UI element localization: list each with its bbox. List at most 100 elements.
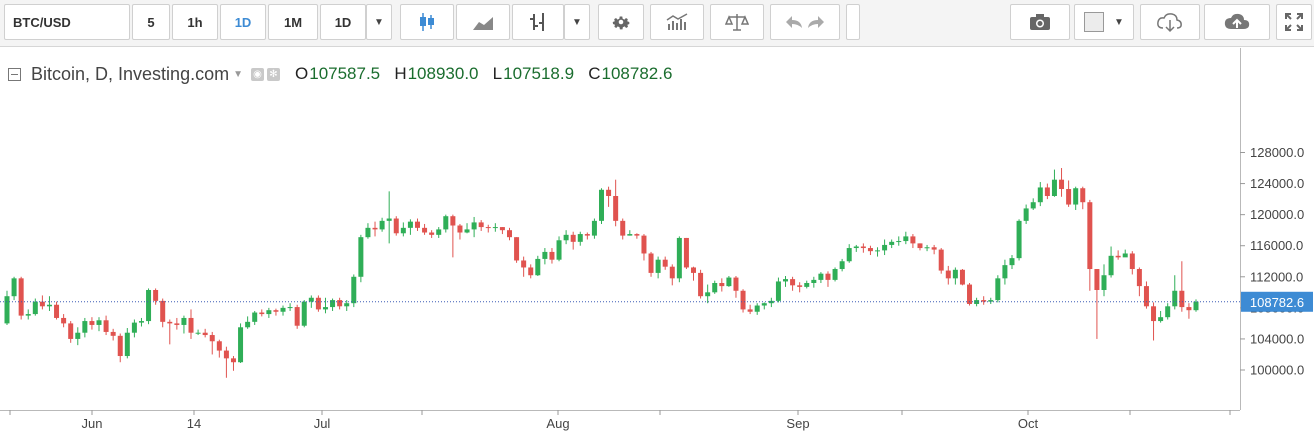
settings-button[interactable] — [598, 4, 644, 40]
symbol-selector[interactable]: BTC/USD — [4, 4, 130, 40]
indicators-button[interactable] — [650, 4, 704, 40]
redo-icon[interactable] — [805, 13, 827, 31]
candle-body — [414, 221, 420, 228]
candle-body — [882, 244, 888, 251]
candle-body — [995, 278, 1001, 301]
candle-body — [839, 261, 845, 270]
candle-body — [61, 317, 67, 324]
fullscreen-button[interactable] — [1276, 4, 1312, 40]
candle-body — [783, 279, 789, 282]
candle-body — [506, 230, 512, 238]
interval-1m[interactable]: 1M — [268, 4, 318, 40]
compare-button[interactable] — [710, 4, 764, 40]
settings-small-icon[interactable]: ✻ — [267, 67, 280, 81]
candle-body — [775, 281, 781, 301]
candle-body — [825, 273, 831, 280]
color-swatch-icon — [1084, 12, 1105, 32]
candle-body — [89, 321, 95, 325]
candle-body — [422, 227, 428, 233]
candlestick-icon — [420, 13, 434, 31]
candle-body — [259, 312, 265, 315]
candle-body — [698, 272, 704, 297]
candle-body — [860, 246, 866, 249]
candle-body — [393, 218, 399, 234]
candle-body — [230, 358, 236, 363]
candle-body — [1051, 179, 1057, 196]
candles-button[interactable] — [400, 4, 454, 40]
bars-button[interactable] — [512, 4, 564, 40]
high-label: H — [394, 64, 407, 83]
collapse-legend-icon[interactable] — [8, 67, 21, 81]
candle-body — [988, 300, 994, 302]
candle-body — [931, 247, 937, 250]
candle-body — [287, 307, 293, 309]
candle-body — [358, 237, 364, 277]
candle-body — [400, 227, 406, 234]
candle-body — [308, 297, 314, 302]
candle-body — [18, 278, 24, 316]
candle-body — [981, 300, 987, 302]
chart-type-dropdown[interactable]: ▼ — [564, 4, 590, 40]
interval-custom[interactable]: 1D — [320, 4, 366, 40]
candle-body — [322, 307, 328, 310]
chevron-down-icon: ▼ — [1114, 16, 1124, 28]
candle-body — [924, 247, 930, 249]
candle-body — [634, 234, 640, 236]
chevron-down-icon: ▼ — [572, 16, 582, 28]
candle-body — [238, 327, 244, 363]
candle-body — [818, 273, 824, 280]
area-chart-button[interactable] — [456, 4, 510, 40]
close-value: 108782.6 — [601, 64, 673, 83]
interval-5[interactable]: 5 — [132, 4, 170, 40]
candle-body — [379, 220, 385, 230]
close-label: C — [588, 64, 601, 83]
candle-body — [832, 269, 838, 280]
interval-dropdown[interactable]: ▼ — [366, 4, 392, 40]
candle-body — [223, 350, 229, 359]
candle-body — [740, 290, 746, 310]
toolbar: BTC/USD 5 1h 1D 1M 1D ▼ ▼ ▼ — [0, 0, 1314, 47]
load-chart-button[interactable] — [1140, 4, 1200, 40]
candle-body — [124, 332, 130, 357]
color-picker-button[interactable]: ▼ — [1074, 4, 1134, 40]
indicators-icon — [666, 13, 688, 30]
candle-body — [110, 331, 116, 336]
candle-body — [1009, 258, 1015, 266]
candle-body — [967, 284, 973, 304]
cloud-download-icon — [1157, 13, 1182, 33]
eye-icon[interactable]: ◉ — [251, 67, 264, 81]
high-value: 108930.0 — [407, 64, 479, 83]
candle-body — [464, 229, 470, 233]
y-tick-label: 120000.0 — [1250, 207, 1304, 222]
chart-legend: Bitcoin, D, Investing.com ▼ ◉ ✻ O107587.… — [8, 62, 672, 86]
candle-body — [853, 246, 859, 249]
candle-body — [627, 234, 633, 236]
candle-body — [726, 277, 732, 287]
candle-body — [153, 289, 159, 301]
candle-body — [1037, 187, 1043, 203]
candle-body — [903, 236, 909, 242]
candle-body — [938, 249, 944, 271]
save-chart-button[interactable] — [1204, 4, 1270, 40]
candle-body — [294, 307, 300, 326]
toolbar-spacer-button[interactable] — [846, 4, 860, 40]
undo-icon[interactable] — [783, 13, 805, 31]
price-axis-panel[interactable] — [1240, 48, 1314, 433]
candle-body — [683, 237, 689, 268]
candle-body — [1044, 187, 1050, 196]
candle-body — [528, 267, 534, 276]
interval-1h[interactable]: 1h — [172, 4, 218, 40]
candle-body — [1073, 188, 1079, 205]
chevron-down-icon[interactable]: ▼ — [233, 68, 243, 80]
candles — [4, 168, 1199, 378]
candle-body — [613, 196, 619, 221]
last-price-label: 108782.6 — [1250, 295, 1304, 310]
candle-body — [68, 323, 74, 339]
interval-1d[interactable]: 1D — [220, 4, 266, 40]
candle-body — [521, 260, 527, 268]
screenshot-button[interactable] — [1010, 4, 1070, 40]
candle-body — [25, 314, 31, 316]
candle-body — [875, 250, 881, 252]
candle-body — [1186, 307, 1192, 311]
